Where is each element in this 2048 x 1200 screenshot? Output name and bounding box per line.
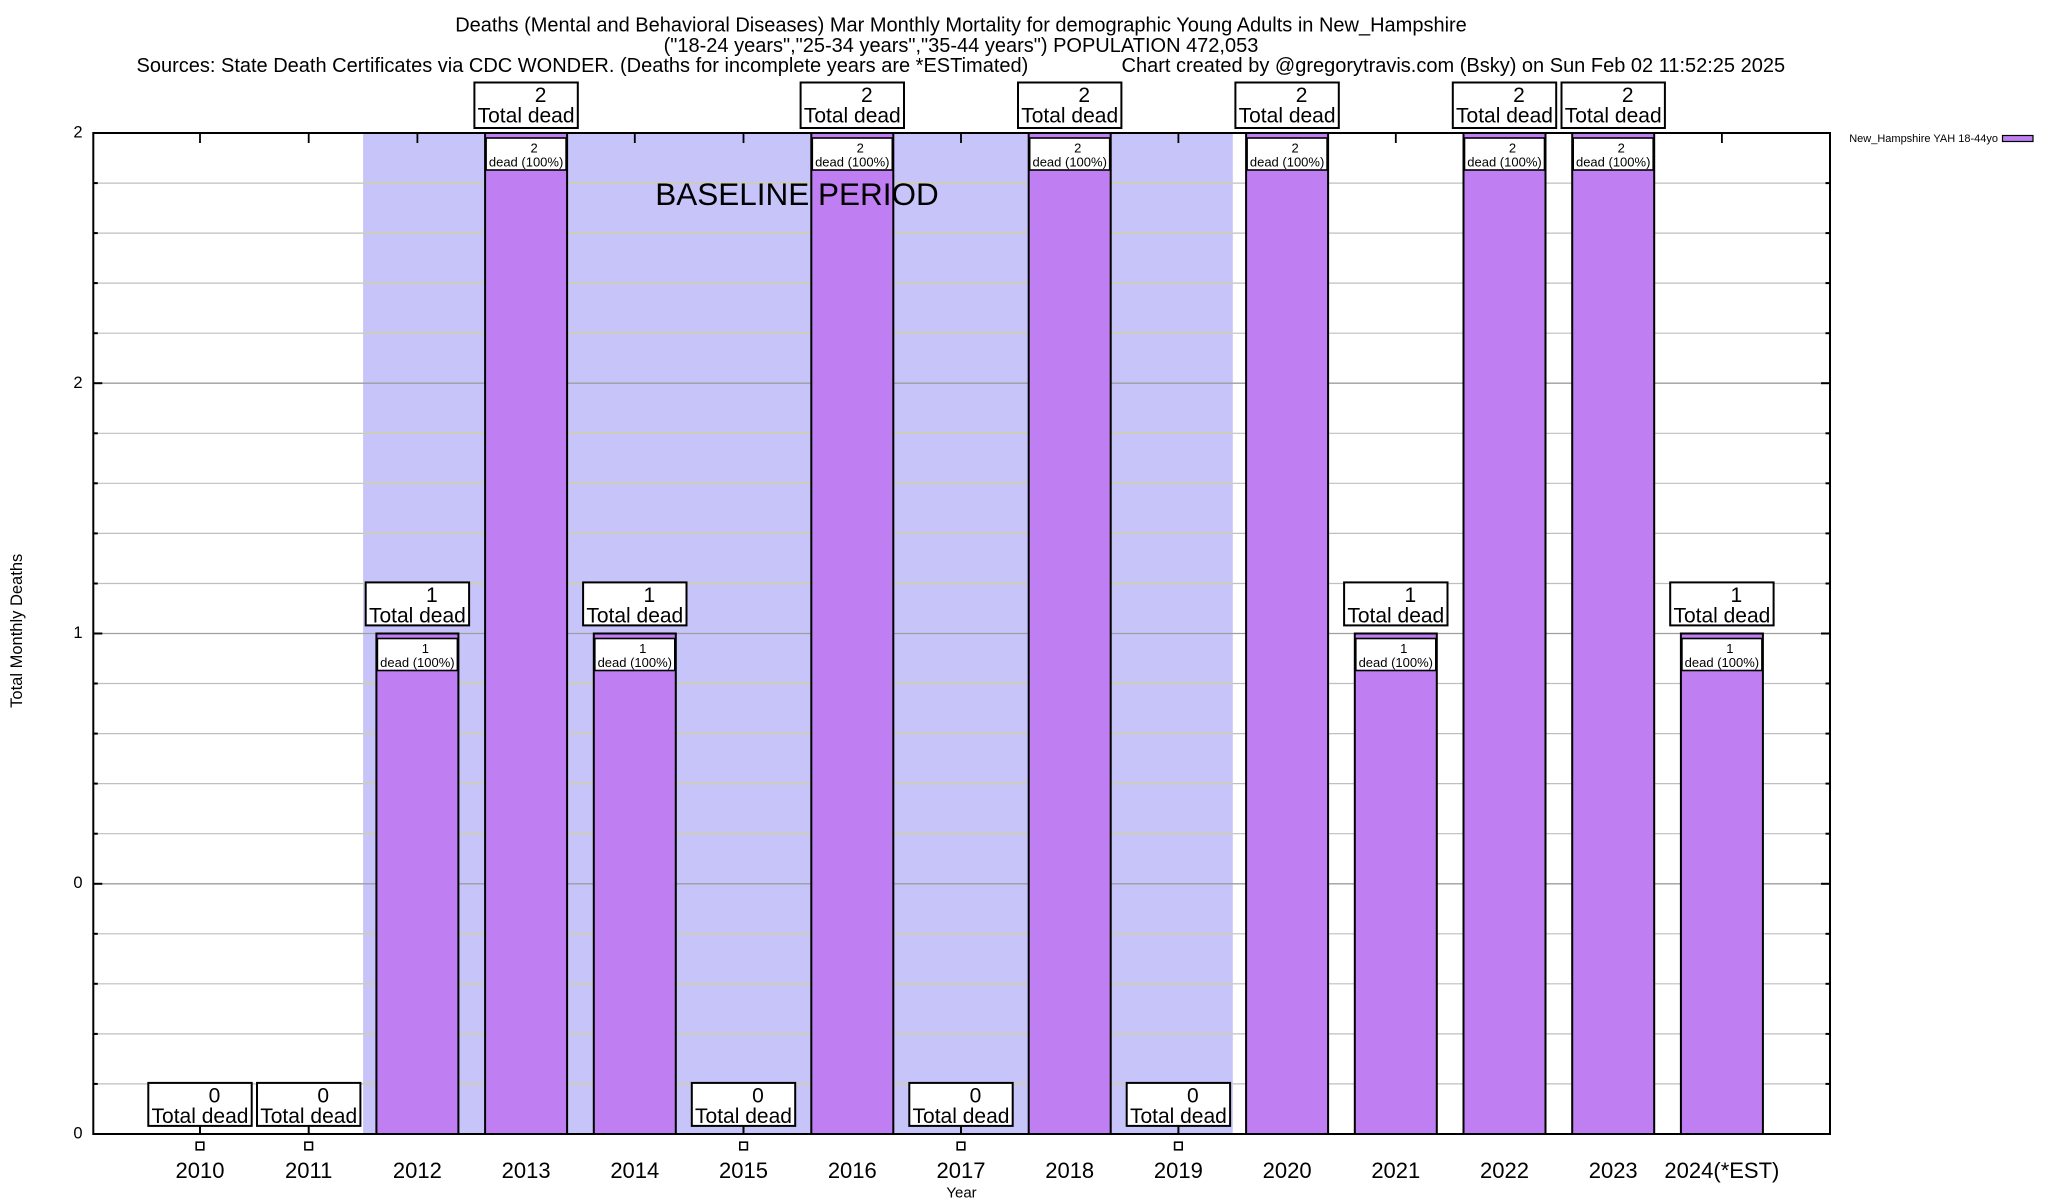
svg-text:2: 2 (1513, 84, 1525, 107)
svg-text:dead (100%): dead (100%) (1576, 155, 1650, 170)
svg-text:0: 0 (752, 1084, 764, 1107)
svg-text:dead (100%): dead (100%) (1685, 655, 1759, 670)
svg-text:dead (100%): dead (100%) (1032, 155, 1106, 170)
svg-text:Total dead: Total dead (260, 1105, 357, 1128)
svg-text:("18-24 years","25-34 years",": ("18-24 years","25-34 years","35-44 year… (664, 35, 1259, 57)
svg-text:dead (100%): dead (100%) (598, 655, 672, 670)
svg-text:2: 2 (1618, 141, 1625, 156)
svg-text:New_Hampshire YAH 18-44yo: New_Hampshire YAH 18-44yo (1849, 133, 1998, 145)
svg-text:1: 1 (73, 624, 82, 642)
svg-text:2013: 2013 (502, 1158, 551, 1183)
svg-text:Chart created by @gregorytravi: Chart created by @gregorytravis.com (Bsk… (1122, 55, 1786, 77)
svg-text:dead (100%): dead (100%) (815, 155, 889, 170)
svg-text:2017: 2017 (937, 1158, 986, 1183)
svg-text:2014: 2014 (610, 1158, 659, 1183)
svg-text:1: 1 (422, 641, 429, 656)
svg-text:0: 0 (209, 1084, 221, 1107)
svg-text:2: 2 (73, 374, 82, 392)
svg-text:2024(*EST): 2024(*EST) (1664, 1158, 1779, 1183)
svg-text:0: 0 (73, 874, 82, 892)
svg-text:Total dead: Total dead (913, 1105, 1010, 1128)
svg-text:2: 2 (857, 141, 864, 156)
svg-text:2: 2 (1074, 141, 1081, 156)
svg-text:2: 2 (1078, 84, 1090, 107)
svg-text:2: 2 (1622, 84, 1634, 107)
svg-text:dead (100%): dead (100%) (380, 655, 454, 670)
svg-text:1: 1 (1400, 641, 1407, 656)
svg-text:dead (100%): dead (100%) (489, 155, 563, 170)
svg-text:Total dead: Total dead (1021, 105, 1118, 128)
svg-text:2020: 2020 (1263, 1158, 1312, 1183)
svg-text:1: 1 (1404, 584, 1416, 607)
svg-text:Total dead: Total dead (804, 105, 901, 128)
svg-text:Total dead: Total dead (695, 1105, 792, 1128)
svg-text:2: 2 (1509, 141, 1516, 156)
svg-text:2023: 2023 (1589, 1158, 1638, 1183)
svg-text:Total dead: Total dead (1239, 105, 1336, 128)
svg-text:Total dead: Total dead (586, 604, 683, 627)
svg-text:BASELINE PERIOD: BASELINE PERIOD (655, 176, 939, 212)
svg-text:2: 2 (861, 84, 873, 107)
svg-text:1: 1 (643, 584, 655, 607)
svg-text:Total dead: Total dead (478, 105, 575, 128)
svg-text:2015: 2015 (719, 1158, 768, 1183)
svg-text:0: 0 (73, 1125, 82, 1143)
svg-text:2019: 2019 (1154, 1158, 1203, 1183)
svg-text:Total dead: Total dead (369, 604, 466, 627)
svg-text:2: 2 (1296, 84, 1308, 107)
svg-text:0: 0 (317, 1084, 329, 1107)
svg-text:Sources: State Death Certifica: Sources: State Death Certificates via CD… (137, 55, 1029, 77)
svg-text:0: 0 (970, 1084, 982, 1107)
svg-text:Deaths (Mental and Behavioral: Deaths (Mental and Behavioral Diseases) … (455, 15, 1467, 37)
svg-text:1: 1 (426, 584, 438, 607)
svg-text:dead (100%): dead (100%) (1250, 155, 1324, 170)
svg-text:2011: 2011 (285, 1158, 332, 1183)
svg-text:Total dead: Total dead (1673, 604, 1770, 627)
svg-text:2: 2 (535, 84, 547, 107)
svg-text:1: 1 (1731, 584, 1743, 607)
svg-text:2018: 2018 (1045, 1158, 1094, 1183)
svg-text:2021: 2021 (1371, 1158, 1420, 1183)
svg-text:dead (100%): dead (100%) (1359, 655, 1433, 670)
svg-text:Total Monthly Deaths: Total Monthly Deaths (8, 554, 26, 708)
svg-text:2: 2 (73, 124, 82, 142)
svg-text:2010: 2010 (176, 1158, 225, 1183)
svg-text:1: 1 (1726, 641, 1733, 656)
svg-text:2012: 2012 (393, 1158, 442, 1183)
svg-text:Total dead: Total dead (152, 1105, 249, 1128)
svg-text:Total dead: Total dead (1347, 604, 1444, 627)
svg-text:Total dead: Total dead (1456, 105, 1553, 128)
svg-text:2: 2 (530, 141, 537, 156)
svg-text:Total dead: Total dead (1130, 1105, 1227, 1128)
svg-text:1: 1 (639, 641, 646, 656)
svg-text:Year: Year (946, 1185, 976, 1200)
svg-text:2022: 2022 (1480, 1158, 1529, 1183)
svg-text:Total dead: Total dead (1565, 105, 1662, 128)
svg-text:0: 0 (1187, 1084, 1199, 1107)
svg-text:dead (100%): dead (100%) (1467, 155, 1541, 170)
svg-text:2: 2 (1291, 141, 1298, 156)
svg-text:2016: 2016 (828, 1158, 877, 1183)
